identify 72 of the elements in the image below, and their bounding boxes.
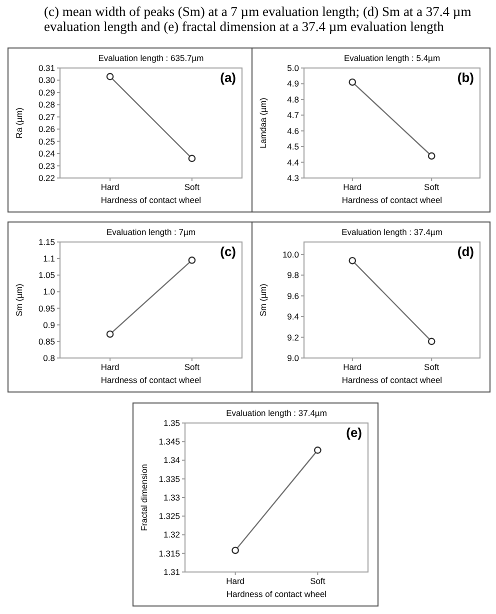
- y-tick-label: 9.6: [287, 290, 300, 301]
- x-axis-title: Hardness of contact wheel: [342, 195, 442, 205]
- y-tick-label: 0.28: [38, 100, 56, 110]
- annotation: (a): [220, 70, 236, 85]
- y-tick-label: 1.32: [163, 530, 180, 540]
- y-tick-label: 4.4: [287, 157, 300, 168]
- y-axis-title: Fractal dimension: [139, 464, 149, 532]
- y-axis-title: Sm (µm): [258, 283, 268, 316]
- y-tick-label: 1.33: [163, 492, 180, 502]
- y-tick-label: 0.25: [38, 136, 56, 146]
- x-tick-label: Soft: [184, 182, 200, 192]
- y-tick-label: 1.1: [43, 254, 56, 264]
- y-tick-label: 1.05: [38, 270, 56, 280]
- y-tick-label: 0.85: [38, 336, 56, 346]
- annotation: (b): [457, 70, 474, 85]
- y-tick-label: 0.31: [38, 62, 56, 73]
- x-axis-title: Hardness of contact wheel: [100, 375, 202, 385]
- y-axis-title: Ra (µm): [14, 107, 24, 138]
- y-axis-title: Lamdaa (µm): [258, 97, 268, 148]
- y-tick-label: 0.8: [43, 352, 56, 363]
- y-tick-label: 9.0: [287, 352, 300, 363]
- x-tick-label: Soft: [310, 576, 326, 586]
- x-axis-title: Hardness of contact wheel: [100, 195, 202, 205]
- text: (c) mean width of peaks (Sm) at a 7 µm evaluation length; (d) Sm at a 37.4 µm evaluation length and (e) fractal dimension at a 37.4 µm evaluation length: [44, 4, 472, 34]
- y-tick-label: 1.31: [163, 566, 180, 577]
- chart-title: Evaluation length : 635.7µm: [98, 53, 204, 63]
- x-tick-label: Soft: [184, 362, 200, 372]
- y-tick-label: 1.34: [163, 455, 180, 466]
- annotation: (e): [346, 425, 362, 440]
- y-tick-label: 4.9: [287, 78, 300, 89]
- y-tick-label: 4.8: [287, 94, 300, 104]
- y-tick-label: 0.29: [38, 87, 56, 98]
- y-tick-label: 1.345: [158, 436, 180, 447]
- y-tick-label: 1.35: [163, 418, 180, 428]
- x-tick-label: Hard: [343, 182, 362, 192]
- chart-title: Evaluation length : 37.4µm: [226, 408, 327, 418]
- y-tick-label: 9.2: [287, 332, 300, 342]
- x-tick-label: Soft: [424, 182, 440, 192]
- x-tick-label: Soft: [424, 362, 440, 372]
- y-tick-label: 0.27: [38, 112, 56, 122]
- y-tick-label: 5.0: [287, 62, 300, 73]
- y-tick-label: 0.24: [38, 148, 56, 159]
- y-tick-label: 4.3: [287, 172, 300, 183]
- chart-title: Evaluation length : 37.4µm: [342, 227, 442, 237]
- chart-title: Evaluation length : 5.4µm: [344, 53, 440, 63]
- y-tick-label: 1.315: [158, 548, 180, 558]
- y-tick-label: 9.4: [287, 312, 300, 322]
- y-tick-label: 1.335: [158, 474, 180, 484]
- y-tick-label: 0.22: [38, 172, 56, 183]
- chart-title: Evaluation length : 7µm: [106, 227, 196, 237]
- y-tick-label: 4.6: [287, 126, 300, 136]
- y-tick-label: 0.9: [43, 320, 56, 330]
- x-tick-label: Hard: [100, 182, 120, 192]
- y-tick-label: 10.0: [282, 249, 300, 260]
- y-tick-label: 1.0: [43, 286, 56, 297]
- y-tick-label: 4.7: [287, 110, 300, 120]
- x-axis-title: Hardness of contact wheel: [342, 375, 442, 385]
- y-tick-label: 9.8: [287, 270, 300, 280]
- y-tick-label: 4.5: [287, 142, 300, 152]
- y-tick-label: 0.23: [38, 160, 56, 171]
- x-tick-label: Hard: [343, 362, 362, 372]
- y-axis-title: Sm (µm): [14, 283, 24, 316]
- x-tick-label: Hard: [226, 576, 245, 586]
- y-tick-label: 0.30: [38, 75, 56, 86]
- y-tick-label: 1.15: [38, 236, 56, 247]
- x-tick-label: Hard: [100, 362, 120, 372]
- y-tick-label: 0.26: [38, 124, 56, 134]
- y-tick-label: 1.325: [158, 511, 180, 522]
- x-axis-title: Hardness of contact wheel: [226, 589, 327, 599]
- y-tick-label: 0.95: [38, 303, 56, 314]
- annotation: (d): [457, 244, 474, 259]
- annotation: (c): [220, 244, 236, 259]
